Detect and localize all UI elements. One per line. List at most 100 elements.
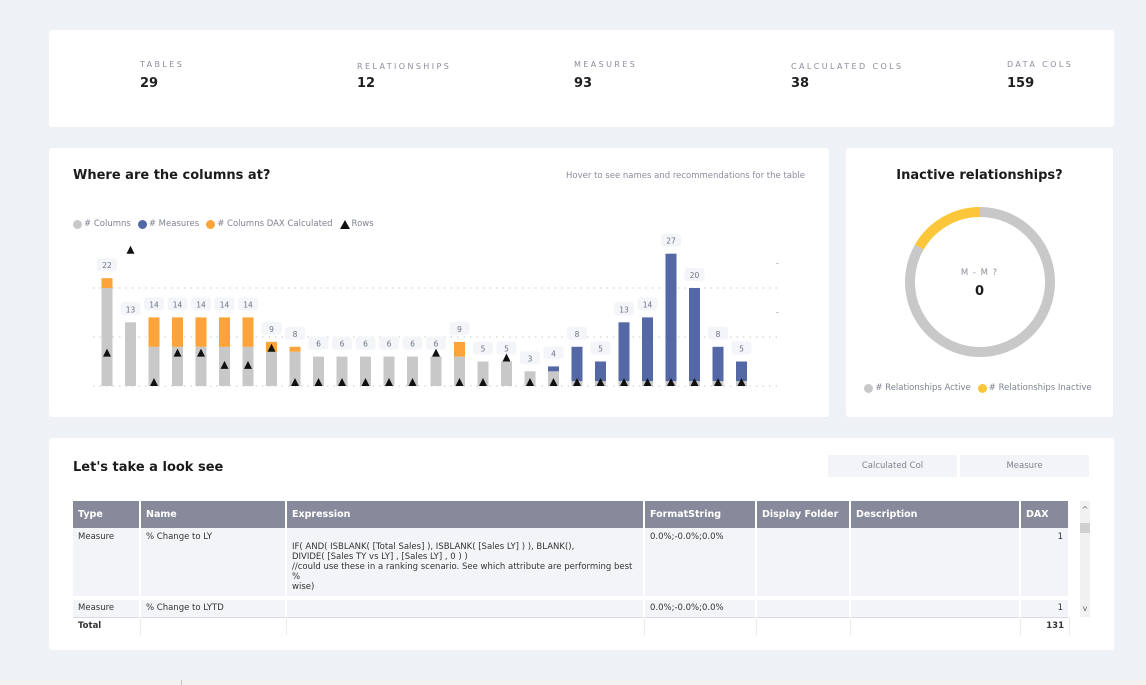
rows-marker [150,378,158,386]
bar-segment [148,346,160,386]
column-header-type[interactable]: Type [73,501,141,528]
donut-chart[interactable] [902,204,1058,360]
rows-marker [643,378,652,386]
table-row[interactable]: Measure % Change to LYTD 0.0%;-0.0%;0.0%… [73,596,1070,618]
donut-title: Inactive relationships? [896,168,1063,183]
kpi-value: 29 [140,76,159,91]
cell-type: Measure [73,596,141,618]
data-label-bg [191,297,211,311]
kpi-measures: MEASURES 93 [574,60,637,91]
column-header-formatstring[interactable]: FormatString [645,501,757,528]
data-label: 13 [126,305,136,314]
data-label-bg [214,297,235,311]
kpi-label: RELATIONSHIPS [357,62,452,71]
table-row[interactable]: Measure % Change to LY IF( AND( ISBLANK(… [73,528,1070,596]
rows-marker [690,378,699,386]
cell-name: % Change to LYTD [141,596,287,618]
column-header-expression[interactable]: Expression [287,501,645,528]
bar-segment [289,346,301,352]
column-header-description[interactable]: Description [851,501,1021,528]
data-label-bg [520,351,540,365]
legend-item-columns[interactable]: # Columns [73,219,131,229]
rows-marker [314,378,323,386]
kpi-data-cols: DATA COLS 159 [1007,60,1073,91]
column-header-dax[interactable]: DAX [1021,501,1070,528]
legend-item-inactive[interactable]: # Relationships Inactive [977,383,1092,393]
scroll-thumb[interactable] [1080,523,1090,533]
data-label-bg [238,297,258,311]
data-label: 9 [269,325,274,334]
cell-expression [287,596,645,618]
data-label-bg [567,326,587,340]
total-empty [757,618,851,635]
legend-label: # Relationships Active [875,383,971,393]
table-scrollbar[interactable]: ^ v [1080,501,1090,617]
slicer-measure-button[interactable]: Measure [960,455,1089,477]
slicer-calculated-col-button[interactable]: Calculated Col [828,455,957,477]
legend-item-active[interactable]: # Relationships Active [864,383,971,393]
total-empty [287,618,645,635]
bar-chart-plot[interactable]: 22 13 14 14 14 14 14 9 8 6 6 6 6 6 6 9 5 5 3 4 8 5 13 14 27 20 8 5 [49,148,829,417]
bar-segment [195,346,207,386]
rows-marker [220,360,229,369]
columns-chart-card: Where are the columns at? Hover to see n… [49,148,829,417]
scroll-up-icon[interactable]: ^ [1081,505,1089,514]
column-header-display-folder[interactable]: Display Folder [757,501,851,528]
kpi-card: TABLES 29 RELATIONSHIPS 12 MEASURES 93 C… [49,30,1114,127]
donut-segment[interactable] [905,207,1055,357]
data-label: 3 [528,354,533,363]
bar-segment [454,356,465,386]
table-title: Let's take a look see [73,460,224,475]
bar-segment [454,341,465,357]
rows-marker [573,378,581,386]
total-dax: 131 [1021,618,1070,635]
rows-marker [549,378,558,386]
data-label: 14 [173,300,183,309]
kpi-calculated-cols: CALCULATED COLS 38 [791,62,904,91]
bar-segment [501,361,512,386]
bar-segment [172,317,183,347]
legend-item-measures[interactable]: # Measures [137,219,200,229]
expression-line: DIVIDE( [Sales TY vs LY] , [Sales LY] , … [292,552,468,562]
bar-segment [266,351,277,386]
legend-item-rows[interactable]: Rows [339,219,374,229]
data-label-bg [449,321,470,335]
rows-marker [408,378,417,386]
bar-segment [219,317,230,347]
scroll-down-icon[interactable]: v [1082,604,1088,613]
bar-segment [642,317,653,382]
data-label: 6 [316,340,321,349]
data-label: 6 [434,340,439,349]
bar-segment [125,322,136,386]
data-label-bg [332,336,352,350]
chart-hint: Hover to see names and recommendations f… [566,171,805,181]
rows-marker [291,378,299,386]
data-label: 22 [102,261,112,270]
data-label: 5 [739,345,744,354]
donut-center-label: M - M ? [960,268,999,278]
data-label: 13 [619,305,629,314]
kpi-value: 38 [791,76,810,91]
column-header-name[interactable]: Name [141,501,287,528]
details-table-card: Let's take a look see Calculated Col Mea… [49,438,1114,650]
bar-segment [430,356,442,386]
kpi-label: CALCULATED COLS [791,62,904,71]
data-label-bg [731,341,752,355]
data-label-bg [496,341,517,355]
legend-label: # Measures [148,219,200,229]
chart-legend: # Columns # Measures # Columns DAX Calcu… [73,219,377,229]
donut-segment[interactable] [915,207,981,250]
kpi-label: DATA COLS [1007,60,1074,69]
bottom-divider [181,680,182,685]
rows-marker [479,378,487,386]
legend-item-dax-calculated[interactable]: # Columns DAX Calculated [206,219,333,229]
expression-line: IF( AND( ISBLANK( [Total Sales] ), ISBLA… [292,542,575,552]
rows-marker [596,378,605,386]
total-label: Total [73,618,141,635]
expression-line: wise) [292,582,315,592]
rows-marker [361,378,370,386]
bar-segment [336,356,348,386]
rows-marker [197,348,205,357]
rows-marker [385,378,393,386]
bar-segment [101,278,113,288]
